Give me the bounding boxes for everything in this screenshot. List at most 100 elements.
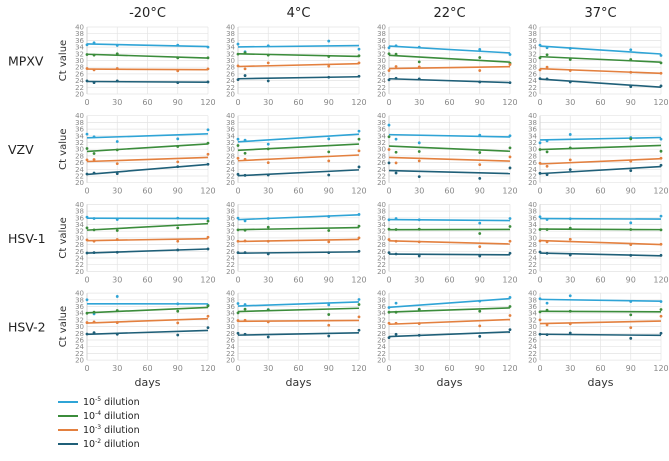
y-tick-label: 36 xyxy=(377,214,386,222)
legend-label: 10-3 dilution xyxy=(83,423,140,437)
data-point-series-1 xyxy=(478,309,482,313)
data-point-series-0 xyxy=(327,39,331,43)
trendline-series-2 xyxy=(388,156,511,162)
data-point-series-2 xyxy=(387,69,391,72)
y-tick-label: 36 xyxy=(377,126,386,134)
data-point-series-2 xyxy=(387,238,391,241)
data-point-series-3 xyxy=(478,176,482,180)
data-point-series-3 xyxy=(92,81,96,85)
y-tick-label: 40 xyxy=(75,290,84,298)
data-point-series-3 xyxy=(327,334,331,338)
data-point-series-0 xyxy=(659,137,663,141)
x-tick-label: 0 xyxy=(84,275,89,284)
x-tick-label: 30 xyxy=(414,364,424,373)
data-point-series-0 xyxy=(266,217,270,220)
y-tick-label: 26 xyxy=(75,159,84,167)
y-tick-label: 34 xyxy=(528,44,537,52)
data-point-series-0 xyxy=(568,294,572,298)
data-point-series-3 xyxy=(115,250,119,254)
data-point-series-1 xyxy=(266,225,270,229)
y-tick-label: 30 xyxy=(528,323,537,331)
data-point-series-3 xyxy=(115,79,119,83)
y-tick-label: 20 xyxy=(75,357,84,365)
data-point-series-3 xyxy=(568,80,572,84)
data-point-series-0 xyxy=(508,53,512,56)
y-tick-label: 40 xyxy=(226,24,235,32)
y-tick-label: 20 xyxy=(75,179,84,187)
column-title: 22°C xyxy=(433,6,465,21)
trendline-series-3 xyxy=(86,329,209,336)
y-tick-label: 30 xyxy=(377,323,386,331)
y-tick-label: 38 xyxy=(226,30,235,38)
y-tick-label: 22 xyxy=(377,173,386,181)
data-point-series-2 xyxy=(417,65,421,69)
data-point-series-0 xyxy=(236,216,240,220)
y-tick-label: 20 xyxy=(75,91,84,99)
x-tick-label: 60 xyxy=(142,98,152,107)
data-point-series-0 xyxy=(478,221,482,225)
data-point-series-0 xyxy=(92,217,96,220)
data-point-series-2 xyxy=(417,322,421,325)
y-tick-label: 28 xyxy=(377,241,386,249)
data-point-series-3 xyxy=(417,333,421,337)
column-title: 37°C xyxy=(584,6,616,21)
y-tick-label: 36 xyxy=(528,126,537,134)
data-point-series-0 xyxy=(243,303,247,306)
x-tick-label: 120 xyxy=(502,364,517,373)
data-point-series-0 xyxy=(538,215,542,219)
data-point-series-0 xyxy=(417,45,421,49)
data-point-series-0 xyxy=(357,47,361,51)
trendline-series-1 xyxy=(237,143,360,152)
data-point-series-2 xyxy=(176,321,180,325)
data-point-series-0 xyxy=(478,133,482,137)
y-tick-label: 40 xyxy=(528,112,537,120)
data-point-series-3 xyxy=(387,78,391,82)
data-point-series-1 xyxy=(357,137,361,141)
y-tick-label: 34 xyxy=(528,221,537,229)
y-tick-label: 40 xyxy=(377,201,386,209)
data-point-series-2 xyxy=(659,156,663,160)
y-tick-label: 20 xyxy=(226,91,235,99)
data-point-series-2 xyxy=(508,63,512,66)
y-tick-label: 28 xyxy=(377,330,386,338)
trendline-series-2 xyxy=(539,320,662,325)
data-point-series-2 xyxy=(85,321,89,324)
y-tick-label: 20 xyxy=(75,268,84,276)
data-point-series-3 xyxy=(508,81,512,85)
trendline-series-0 xyxy=(539,298,662,303)
y-tick-label: 22 xyxy=(377,350,386,358)
y-tick-label: 36 xyxy=(226,126,235,134)
data-point-series-1 xyxy=(394,150,398,154)
x-tick-label: 120 xyxy=(502,187,517,196)
data-point-series-0 xyxy=(357,213,361,216)
data-point-series-1 xyxy=(545,228,549,231)
y-axis-label: Ct value xyxy=(58,40,69,81)
x-tick-label: 90 xyxy=(626,187,636,196)
x-tick-label: 120 xyxy=(653,98,668,107)
data-point-series-1 xyxy=(538,148,542,151)
data-point-series-1 xyxy=(266,147,270,151)
data-point-series-3 xyxy=(478,80,482,84)
legend-label: 10-5 dilution xyxy=(83,395,140,409)
trendline-series-2 xyxy=(388,318,511,326)
data-point-series-3 xyxy=(568,253,572,257)
data-point-series-3 xyxy=(659,253,663,257)
trendline-series-2 xyxy=(86,237,209,242)
data-point-series-1 xyxy=(357,54,361,58)
data-point-series-3 xyxy=(629,85,633,89)
data-point-series-3 xyxy=(85,79,89,83)
y-tick-label: 40 xyxy=(75,112,84,120)
trendline-series-3 xyxy=(237,169,360,177)
data-point-series-1 xyxy=(659,308,663,311)
data-point-series-2 xyxy=(659,314,663,318)
y-tick-label: 24 xyxy=(75,255,84,263)
data-point-series-1 xyxy=(394,310,398,314)
data-point-series-2 xyxy=(243,318,247,322)
data-point-series-3 xyxy=(115,172,119,176)
y-tick-label: 24 xyxy=(75,77,84,85)
data-point-series-2 xyxy=(266,239,270,243)
x-tick-label: 90 xyxy=(324,187,334,196)
data-point-series-2 xyxy=(387,321,391,325)
x-tick-label: 120 xyxy=(653,187,668,196)
